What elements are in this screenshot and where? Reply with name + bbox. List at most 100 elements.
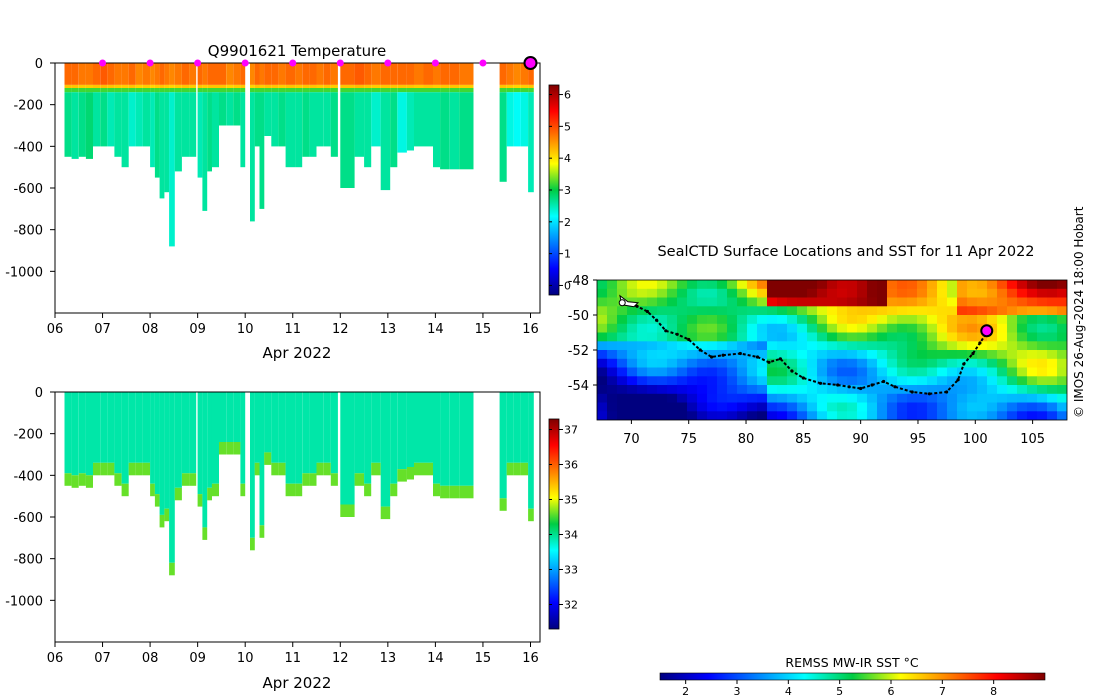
sst-cell [917, 376, 928, 386]
salinity-cell [100, 392, 108, 463]
temperature-cell [371, 84, 381, 88]
temperature-cell [150, 88, 155, 93]
sst-cell [827, 393, 838, 404]
sst-cell [937, 402, 948, 412]
sst-cell [637, 288, 648, 299]
sst-cell [847, 376, 858, 386]
sst-cell [777, 323, 788, 334]
x-tick-label: 90 [852, 432, 869, 447]
sst-cell [977, 332, 988, 342]
salinity-cell [440, 392, 450, 486]
temperature-cell [449, 84, 460, 88]
sst-cell [617, 323, 628, 334]
temperature-cell [499, 63, 507, 85]
sst-cell [597, 297, 608, 307]
temperature-cell [371, 92, 381, 147]
salinity-cell [154, 494, 160, 507]
sst-cell [787, 297, 798, 307]
sst-colorbar [659, 672, 1046, 681]
salinity-cell [302, 473, 310, 486]
sst-cell [1037, 280, 1048, 290]
sst-cell [687, 350, 698, 360]
track-point [859, 386, 863, 391]
temperature-cell [182, 63, 190, 85]
sst-cell [627, 315, 638, 325]
salinity-cell [499, 392, 507, 499]
sst-cell [897, 323, 908, 334]
temperature-cell [143, 63, 151, 85]
temperature-plot-area [64, 63, 534, 247]
sst-cell [707, 306, 718, 316]
sst-cell [647, 288, 658, 299]
sst-cell [677, 411, 688, 420]
temperature-cell [71, 63, 79, 85]
surface-marker [99, 59, 107, 67]
sst-cell [897, 332, 908, 342]
sst-cell [657, 332, 668, 342]
sst-cell [807, 411, 818, 420]
sst-cell [757, 402, 768, 412]
temperature-cell [197, 84, 203, 88]
temperature-cell [114, 92, 122, 157]
temperature-cell [330, 63, 338, 85]
sst-cell [657, 402, 668, 412]
sst-cell [937, 350, 948, 360]
temperature-cell [330, 88, 338, 93]
salinity-cell [440, 485, 450, 499]
temperature-cell [440, 84, 450, 88]
temperature-title: Q9901621 Temperature [208, 42, 386, 60]
temperature-cell [121, 92, 129, 168]
temperature-cell [278, 88, 286, 93]
temperature-cell [254, 92, 260, 147]
sst-cell [747, 376, 758, 386]
sst-cell [817, 341, 828, 351]
sst-cell [637, 393, 648, 404]
temperature-cell [406, 92, 414, 151]
sst-cell [1017, 288, 1028, 299]
sst-cell [1017, 332, 1028, 342]
sst-cell [867, 393, 878, 404]
y-tick-label: -54 [568, 379, 589, 394]
sst-cell [667, 376, 678, 386]
sst-cell [687, 376, 698, 386]
sst-cell [597, 332, 608, 342]
temperature-cell [135, 84, 143, 88]
sst-cell [997, 323, 1008, 334]
sst-cell [827, 332, 838, 342]
temperature-cell [271, 92, 279, 147]
temperature-cell [397, 84, 407, 88]
sst-cell [677, 341, 688, 351]
sst-cell [777, 393, 788, 404]
temperature-cell [506, 92, 514, 147]
sst-cell [787, 306, 798, 316]
sst-cell [857, 306, 868, 316]
sst-cell [977, 315, 988, 325]
sst-cell [847, 350, 858, 360]
sst-cell [717, 306, 728, 316]
temperature-cell [226, 63, 234, 85]
sst-cell [757, 376, 768, 386]
sst-cell [707, 358, 718, 369]
temperature-cell [323, 63, 331, 85]
sst-cell [837, 411, 848, 420]
sst-cell [1027, 358, 1038, 369]
sst-cell [927, 332, 938, 342]
sst-cell [897, 306, 908, 316]
sst-cell [637, 297, 648, 307]
x-tick-label: 100 [963, 432, 988, 447]
salinity-cell [78, 473, 86, 486]
temperature-cell [64, 88, 72, 93]
sst-cell [627, 367, 638, 377]
sst-cell [987, 280, 998, 290]
salinity-cell [406, 392, 414, 467]
start-marker [618, 299, 626, 307]
sst-cell [1017, 323, 1028, 334]
sst-cell [767, 358, 778, 369]
sst-cell [677, 358, 688, 369]
salinity-cell [202, 527, 208, 540]
sst-cell [707, 385, 718, 395]
sst-cell [737, 367, 748, 377]
x-tick-label: 09 [189, 322, 206, 337]
sst-cell [957, 288, 968, 299]
temperature-cell [499, 92, 507, 182]
